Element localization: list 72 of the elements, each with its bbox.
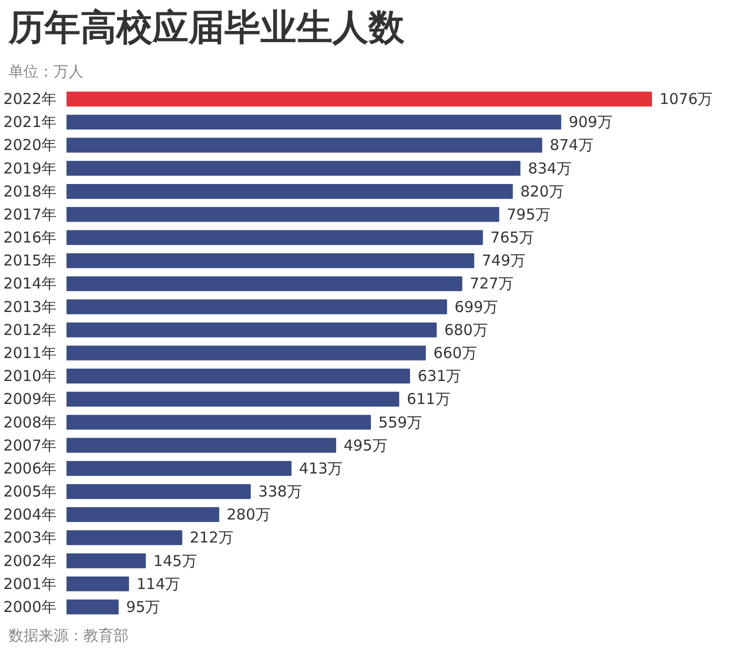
y-tick-label: 2010年 bbox=[3, 367, 57, 386]
data-label: 95万 bbox=[126, 598, 160, 616]
bar bbox=[66, 322, 437, 338]
y-tick-label: 2005年 bbox=[3, 482, 57, 501]
data-label: 795万 bbox=[506, 205, 550, 224]
y-tick-label: 2001年 bbox=[3, 574, 57, 593]
data-label: 1076万 bbox=[660, 90, 713, 108]
bar bbox=[66, 461, 292, 476]
data-label: 699万 bbox=[454, 298, 498, 316]
bar bbox=[66, 184, 513, 199]
bar bbox=[66, 230, 483, 245]
bar bbox=[66, 299, 448, 314]
y-tick-label: 2006年 bbox=[3, 459, 57, 478]
data-label: 114万 bbox=[136, 574, 180, 593]
y-tick-label: 2018年 bbox=[3, 182, 57, 200]
bar bbox=[66, 253, 474, 268]
bar bbox=[66, 507, 220, 522]
y-tick-label: 2004年 bbox=[3, 506, 57, 524]
bar bbox=[66, 138, 542, 153]
bar bbox=[66, 530, 182, 546]
data-label: 874万 bbox=[550, 136, 594, 154]
bar bbox=[66, 160, 520, 176]
y-tick-label: 2022年 bbox=[3, 90, 57, 108]
bar bbox=[66, 114, 562, 130]
data-label: 909万 bbox=[568, 113, 612, 132]
bar bbox=[66, 414, 371, 430]
data-label: 680万 bbox=[444, 320, 488, 339]
chart-title: 历年高校应届毕业生人数 bbox=[8, 8, 406, 48]
y-tick-label: 2008年 bbox=[3, 413, 57, 432]
bar bbox=[66, 207, 500, 222]
chart-subtitle: 单位：万人 bbox=[8, 62, 84, 80]
data-label: 495万 bbox=[344, 436, 388, 454]
data-label: 834万 bbox=[528, 159, 572, 178]
bar bbox=[66, 600, 119, 614]
data-label: 212万 bbox=[190, 528, 234, 547]
y-tick-label: 2017年 bbox=[3, 205, 57, 224]
y-tick-label: 2019年 bbox=[3, 159, 57, 178]
y-tick-label: 2015年 bbox=[3, 252, 57, 270]
y-tick-label: 2000年 bbox=[3, 598, 57, 616]
y-tick-label: 2016年 bbox=[3, 228, 57, 247]
data-label: 280万 bbox=[226, 506, 270, 524]
bar bbox=[66, 576, 129, 592]
y-tick-label: 2014年 bbox=[3, 274, 57, 293]
bar bbox=[66, 553, 146, 568]
bar bbox=[66, 438, 336, 453]
y-tick-label: 2013年 bbox=[3, 298, 57, 316]
y-tick-label: 2012年 bbox=[3, 320, 57, 339]
source-note: 数据来源：教育部 bbox=[8, 626, 128, 644]
bar bbox=[66, 484, 251, 499]
y-tick-label: 2007年 bbox=[3, 436, 57, 454]
data-label: 727万 bbox=[470, 274, 514, 293]
y-tick-label: 2002年 bbox=[3, 552, 57, 570]
data-label: 413万 bbox=[299, 459, 343, 478]
y-tick-label: 2011年 bbox=[3, 344, 57, 362]
data-label: 749万 bbox=[482, 252, 526, 270]
y-tick-label: 2020年 bbox=[3, 136, 57, 154]
data-label: 611万 bbox=[406, 390, 450, 408]
data-label: 338万 bbox=[258, 482, 302, 501]
bar bbox=[66, 92, 652, 106]
bar bbox=[66, 276, 462, 292]
y-tick-label: 2009年 bbox=[3, 390, 57, 408]
bar bbox=[66, 346, 426, 360]
data-label: 820万 bbox=[520, 182, 564, 200]
data-label: 559万 bbox=[378, 413, 422, 432]
data-label: 765万 bbox=[490, 228, 534, 247]
bar bbox=[66, 392, 400, 407]
bar bbox=[66, 368, 410, 384]
data-label: 631万 bbox=[418, 367, 462, 386]
y-tick-label: 2003年 bbox=[3, 528, 57, 547]
data-label: 145万 bbox=[153, 552, 197, 570]
data-label: 660万 bbox=[433, 344, 477, 362]
y-tick-label: 2021年 bbox=[3, 113, 57, 132]
